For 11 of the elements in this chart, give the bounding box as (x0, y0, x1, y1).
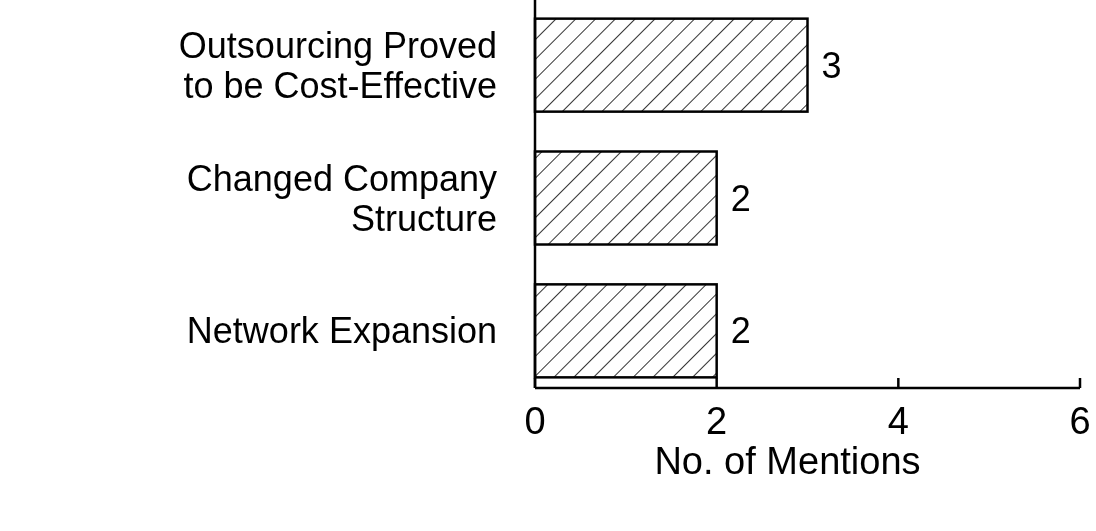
x-axis-title: No. of Mentions (654, 440, 921, 482)
x-tick-label: 0 (524, 400, 546, 442)
x-tick-label: 4 (887, 400, 909, 442)
data-label: 3 (821, 44, 842, 86)
y-tick-label: Outsourcing Proved to be Cost-Effective (178, 24, 497, 106)
x-tick-label: 2 (706, 400, 728, 442)
x-tick-label: 6 (1069, 400, 1091, 442)
data-label: 2 (730, 310, 751, 352)
y-tick-label: Network Expansion (186, 310, 497, 352)
y-tick-label: Changed Company Structure (186, 157, 497, 239)
data-label: 2 (730, 177, 751, 219)
